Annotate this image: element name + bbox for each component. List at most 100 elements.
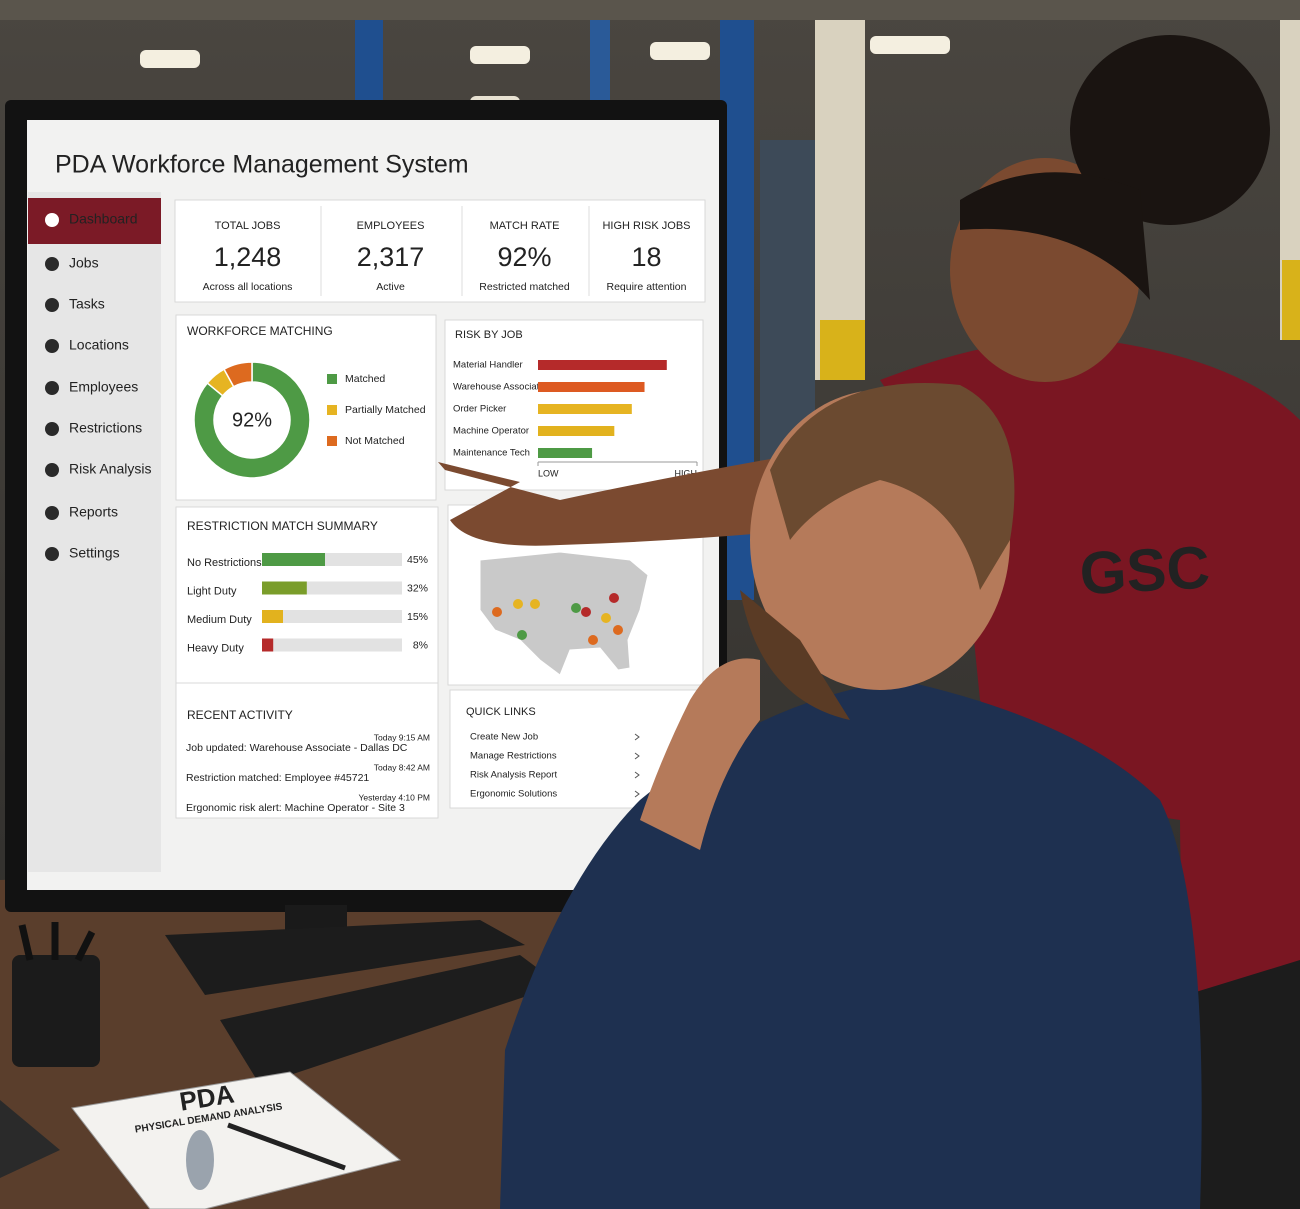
map-pin <box>571 603 581 613</box>
quick-link[interactable]: Ergonomic Solutions <box>470 789 557 800</box>
job-label: Warehouse Associate <box>453 382 545 393</box>
sidebar-item[interactable]: Employees <box>69 379 138 395</box>
kpi-label: HIGH RISK JOBS <box>602 220 690 232</box>
kpi-note: Active <box>376 281 405 293</box>
activity-text: Job updated: Warehouse Associate - Dalla… <box>186 742 408 754</box>
x-tick-label: HIGH <box>675 468 698 478</box>
activity-text: Ergonomic risk alert: Machine Operator -… <box>186 802 405 814</box>
card-title: RESTRICTION MATCH SUMMARY <box>187 519 378 533</box>
sidebar-icon <box>45 547 59 561</box>
risk-bar <box>538 404 632 414</box>
sidebar-icon <box>45 257 59 271</box>
sidebar-item[interactable]: Dashboard <box>69 211 138 227</box>
sidebar-icon <box>45 422 59 436</box>
value-label: 45% <box>407 554 428 566</box>
quick-link[interactable]: Manage Restrictions <box>470 751 557 762</box>
sidebar-item[interactable]: Tasks <box>69 296 105 312</box>
sidebar-item[interactable]: Reports <box>69 504 118 520</box>
activity-time: Yesterday 4:10 PM <box>358 792 430 802</box>
monitor-base <box>165 920 525 995</box>
risk-bar <box>538 448 593 458</box>
card-title: RECENT ACTIVITY <box>187 708 293 722</box>
app-title: PDA Workforce Management System <box>55 151 469 179</box>
link-arrow <box>634 752 640 760</box>
sidebar-item[interactable]: Jobs <box>69 255 99 271</box>
pen <box>227 1122 346 1171</box>
restriction-bar <box>262 638 274 652</box>
sidebar <box>28 192 161 872</box>
map-pin <box>517 630 527 640</box>
sidebar-item[interactable]: Locations <box>69 337 129 353</box>
risk-bar <box>538 382 645 392</box>
sidebar-item[interactable]: Settings <box>69 545 120 561</box>
laptop <box>0 1100 60 1178</box>
legend-swatch <box>327 405 337 415</box>
card-title: RISK BY JOB <box>455 329 523 341</box>
quick-link[interactable]: Create New Job <box>470 732 538 743</box>
kpi-value: 92% <box>497 242 551 272</box>
legend-label: Matched <box>345 373 385 385</box>
kpi-panel <box>174 199 706 303</box>
map-pin <box>492 607 502 617</box>
job-label: Machine Operator <box>453 426 529 437</box>
card-title: WORKFORCE MATCHING <box>187 324 333 338</box>
map-pin <box>601 613 611 623</box>
restriction-label: Heavy Duty <box>187 642 244 654</box>
restriction-label: Light Duty <box>187 585 237 597</box>
kpi-value: 18 <box>631 242 661 272</box>
sidebar-icon <box>45 381 59 395</box>
kpi-note: Require attention <box>607 281 687 293</box>
sidebar-icon <box>45 298 59 312</box>
legend-label: Not Matched <box>345 435 405 447</box>
restriction-label: No Restrictions <box>187 557 262 569</box>
sidebar-icon <box>45 506 59 520</box>
sidebar-icon <box>45 463 59 477</box>
pen <box>18 924 34 961</box>
value-label: 15% <box>407 611 428 623</box>
kpi-value: 1,248 <box>214 242 282 272</box>
risk-bar <box>538 360 667 370</box>
kpi-value: 2,317 <box>357 242 425 272</box>
sidebar-icon <box>45 213 59 227</box>
job-label: Maintenance Tech <box>453 448 530 459</box>
bar-track <box>262 610 402 623</box>
activity-time: Today 8:42 AM <box>374 762 430 772</box>
keyboard <box>220 955 560 1085</box>
kpi-label: MATCH RATE <box>490 220 560 232</box>
x-tick-label: LOW <box>538 468 559 478</box>
activity-time: Today 9:15 AM <box>374 732 430 742</box>
quick-link[interactable]: Risk Analysis Report <box>470 770 557 781</box>
screen: PDA Workforce Management System WORKFORC… <box>27 120 719 890</box>
restriction-bar <box>262 553 325 566</box>
notebook-figure <box>186 1130 214 1190</box>
map-pin <box>613 625 623 635</box>
notebook <box>71 1071 402 1209</box>
map-pin <box>609 593 619 603</box>
legend-swatch <box>327 374 337 384</box>
kpi-label: EMPLOYEES <box>357 220 425 232</box>
donut-segment <box>223 361 253 388</box>
pen <box>74 930 96 962</box>
sidebar-icon <box>45 339 59 353</box>
restriction-bar <box>262 610 283 623</box>
person-seated <box>500 383 1202 1209</box>
job-label: Material Handler <box>453 360 523 371</box>
card-title: QUICK LINKS <box>466 706 536 718</box>
map-pin <box>513 599 523 609</box>
sidebar-item[interactable]: Restrictions <box>69 420 142 436</box>
value-label: 8% <box>413 639 428 651</box>
job-label: Order Picker <box>453 404 506 415</box>
map <box>479 551 649 676</box>
link-arrow <box>634 790 640 798</box>
pen-cup <box>12 955 100 1067</box>
card <box>175 506 439 688</box>
sidebar-item[interactable]: Risk Analysis <box>69 461 151 477</box>
restriction-bar <box>262 581 307 595</box>
activity-text: Restriction matched: Employee #45721 <box>186 772 369 784</box>
restriction-label: Medium Duty <box>187 614 252 626</box>
map-pin <box>530 599 540 609</box>
legend-label: Partially Matched <box>345 404 426 416</box>
donut-center: 92% <box>232 409 272 431</box>
